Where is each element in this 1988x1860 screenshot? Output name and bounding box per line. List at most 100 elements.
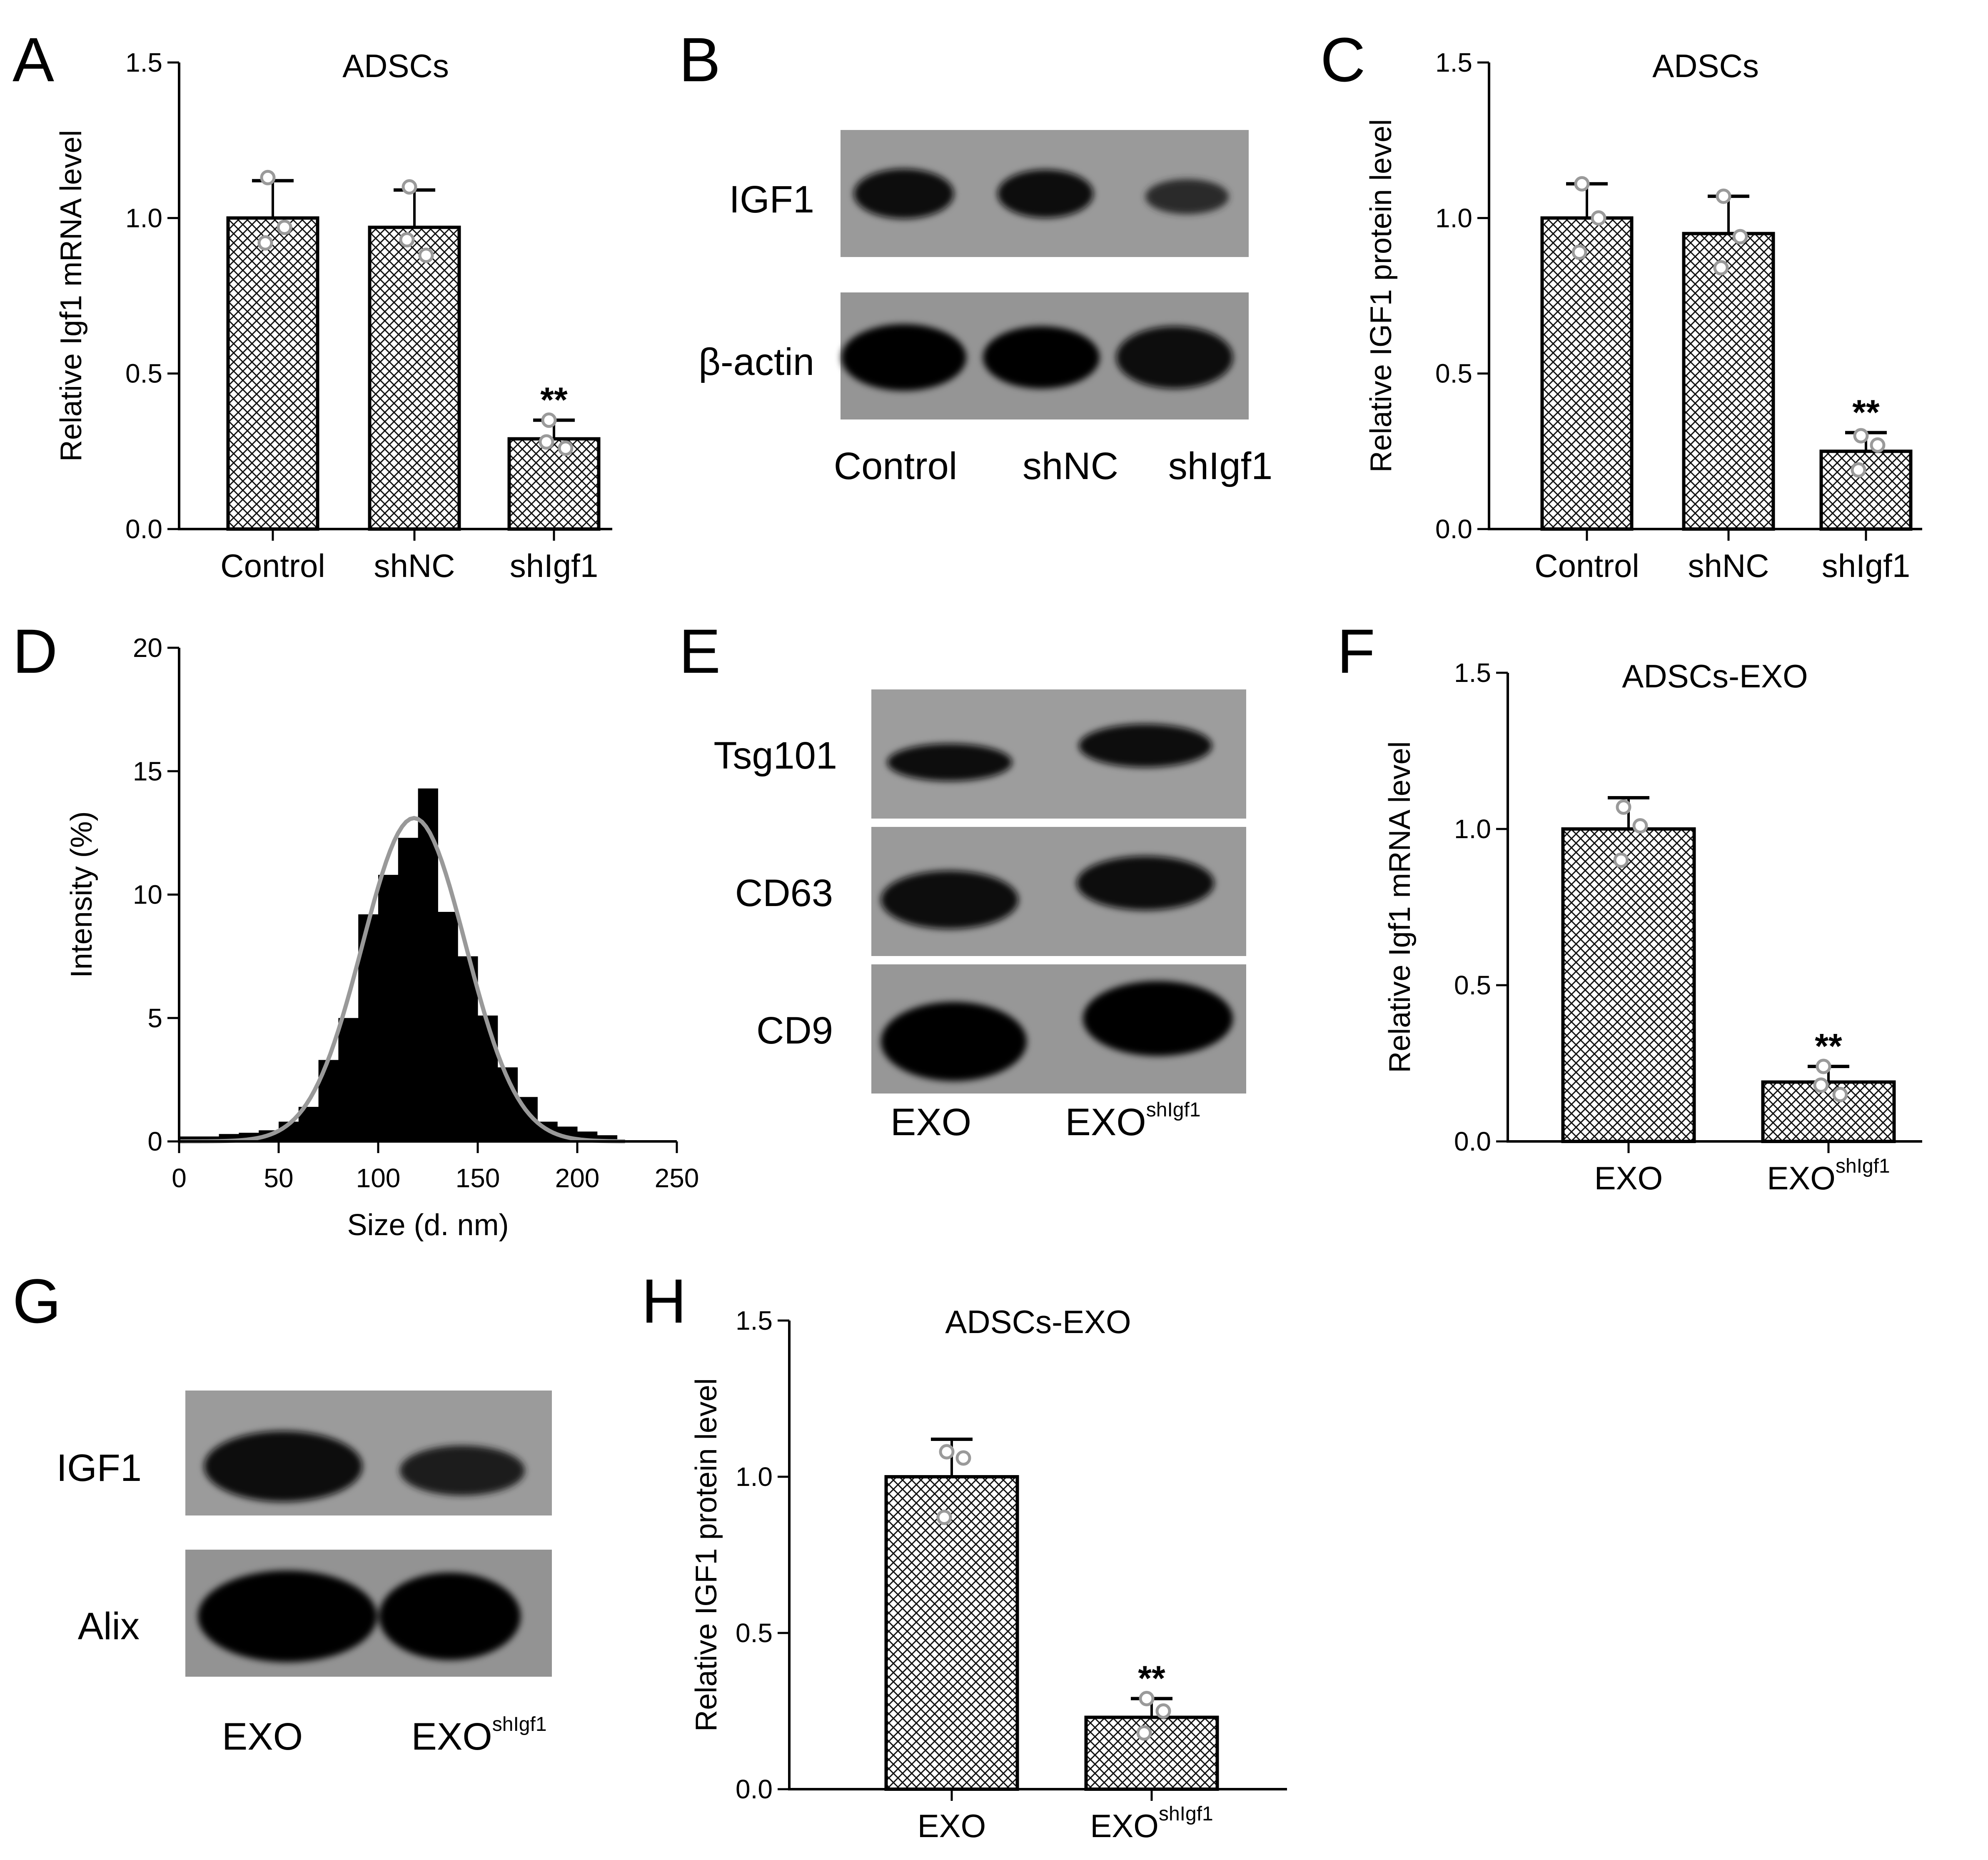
chart-d-fit-curve bbox=[179, 816, 625, 1143]
western-blot-g: IGF1 Alix EXO EXOshIgf1 bbox=[57, 1391, 552, 1758]
chart-h-data-point bbox=[1136, 1725, 1152, 1741]
chart-c-data-point bbox=[1853, 428, 1869, 444]
blot-g-lane-label: EXOshIgf1 bbox=[411, 1713, 546, 1758]
chart-c-y-tick-label: 0.5 bbox=[1435, 359, 1472, 389]
blot-e-row-label: Tsg101 bbox=[713, 734, 837, 777]
chart-a-category-text: Control bbox=[220, 547, 325, 584]
blot-g-band bbox=[400, 1446, 525, 1495]
chart-a-igf1-mrna: 0.0 0.5 1.0 1.5 ADSCs Relative Igf1 mRNA leve… bbox=[55, 47, 612, 584]
chart-a-data-point bbox=[277, 220, 292, 235]
chart-f-y-axis-label: Relative Igf1 mRNA level bbox=[1383, 741, 1417, 1073]
panel-label-g: G bbox=[12, 1266, 61, 1336]
blot-e-row-label: CD9 bbox=[756, 1009, 833, 1052]
panel-label-f: F bbox=[1337, 616, 1375, 686]
chart-c-title: ADSCs bbox=[1652, 47, 1759, 84]
chart-f-category-superscript: shIgf1 bbox=[1836, 1155, 1890, 1177]
chart-c-data-point bbox=[1574, 176, 1590, 192]
chart-h-data-point bbox=[1155, 1703, 1171, 1719]
chart-c-data-point bbox=[1716, 188, 1731, 204]
chart-h-bar bbox=[1084, 1715, 1219, 1791]
chart-a-category-label: shIgf1 bbox=[510, 547, 598, 584]
chart-c-data-point bbox=[1591, 210, 1606, 226]
panel-label-h: H bbox=[641, 1266, 686, 1336]
chart-f-title: ADSCs-EXO bbox=[1622, 658, 1808, 694]
blot-b-lane-label: Control bbox=[834, 445, 958, 487]
chart-d-y-axis-label: Intensity (%) bbox=[65, 811, 98, 978]
chart-d-y-tick-label: 5 bbox=[147, 1003, 162, 1033]
chart-d-y-tick-label: 10 bbox=[133, 880, 162, 910]
chart-a-category-text: shIgf1 bbox=[510, 547, 598, 584]
chart-c-bar bbox=[1540, 216, 1634, 531]
chart-h-y-axis-label: Relative IGF1 protein level bbox=[690, 1378, 723, 1731]
panel-label-e: E bbox=[679, 616, 721, 686]
chart-d-x-axis-label: Size (d. nm) bbox=[347, 1208, 509, 1242]
blot-b-band bbox=[1116, 326, 1233, 389]
chart-a-y-tick-label: 1.0 bbox=[125, 203, 162, 233]
chart-c-data-point bbox=[1713, 260, 1729, 276]
panel-label-c: C bbox=[1320, 25, 1365, 95]
chart-f-data-point bbox=[1816, 1059, 1831, 1074]
chart-f-bar bbox=[1561, 827, 1696, 1143]
chart-h-data-point bbox=[939, 1444, 955, 1460]
chart-h-category-label: EXO bbox=[918, 1808, 986, 1844]
chart-d-x-tick-label: 250 bbox=[655, 1163, 699, 1193]
chart-a-y-tick-label: 1.5 bbox=[125, 47, 162, 77]
chart-a-bar bbox=[507, 437, 601, 531]
chart-f-category-label: EXOshIgf1 bbox=[1767, 1155, 1890, 1196]
chart-a-data-point bbox=[402, 179, 417, 195]
chart-h-category-label: EXOshIgf1 bbox=[1090, 1803, 1213, 1844]
chart-d-x-tick-label: 200 bbox=[555, 1163, 600, 1193]
blot-e-band bbox=[1083, 981, 1233, 1056]
western-blot-e: Tsg101 CD63 CD9 EXO EXOshIgf1 bbox=[713, 689, 1246, 1143]
chart-c-category-label: Control bbox=[1534, 547, 1639, 584]
chart-c-y-tick-label: 0.0 bbox=[1435, 514, 1472, 544]
chart-d-histogram-bar bbox=[398, 838, 419, 1141]
blot-g-band bbox=[204, 1431, 362, 1502]
chart-a-data-point bbox=[418, 247, 434, 263]
chart-h-category-text: EXO bbox=[918, 1808, 986, 1844]
blot-e-row-label: CD63 bbox=[735, 872, 833, 914]
chart-h-data-point bbox=[1139, 1691, 1155, 1706]
chart-d-histogram-bar bbox=[458, 956, 478, 1141]
chart-h-data-point bbox=[955, 1450, 971, 1466]
chart-a-y-tick-label: 0.0 bbox=[125, 514, 162, 544]
chart-d-x-tick-label: 0 bbox=[172, 1163, 187, 1193]
chart-a-bar bbox=[226, 216, 319, 531]
western-blot-b: IGF1 β-actin Control shNC shIgf1 bbox=[698, 130, 1272, 487]
chart-c-data-point bbox=[1571, 244, 1587, 260]
chart-a-significance: ** bbox=[540, 380, 568, 419]
chart-h-y-tick-label: 1.5 bbox=[736, 1306, 773, 1336]
blot-b-lane-label: shNC bbox=[1023, 445, 1118, 487]
chart-h-y-tick-label: 0.0 bbox=[736, 1774, 773, 1804]
chart-a-y-axis-label: Relative Igf1 mRNA level bbox=[55, 130, 88, 462]
blot-g-band bbox=[198, 1570, 377, 1662]
chart-h-category-text: EXO bbox=[1090, 1808, 1159, 1844]
blot-g-band bbox=[379, 1573, 521, 1660]
blot-g-row-label: IGF1 bbox=[57, 1447, 142, 1489]
chart-f-data-point bbox=[1616, 799, 1631, 815]
chart-f-bar bbox=[1761, 1080, 1896, 1143]
chart-a-data-point bbox=[558, 440, 574, 456]
chart-c-y-axis-label: Relative IGF1 protein level bbox=[1364, 119, 1398, 472]
chart-f-data-point bbox=[1832, 1087, 1848, 1102]
chart-d-histogram-bar bbox=[338, 1018, 359, 1141]
chart-a-data-point bbox=[260, 170, 276, 185]
blot-g-lane-label: EXO bbox=[222, 1715, 303, 1758]
chart-a-category-label: shNC bbox=[374, 547, 455, 584]
panel-label-d: D bbox=[12, 616, 57, 686]
chart-f-exo-igf1-mrna: 0.0 0.5 1.0 1.5 ADSCs-EXO Relative Igf1 mRNA … bbox=[1383, 658, 1922, 1196]
chart-f-category-label: EXO bbox=[1594, 1160, 1663, 1196]
blot-e-lane-label: EXO bbox=[890, 1101, 971, 1143]
chart-c-category-text: shNC bbox=[1688, 547, 1769, 584]
chart-f-y-tick-label: 1.5 bbox=[1454, 658, 1491, 688]
chart-d-y-tick-label: 15 bbox=[133, 756, 162, 786]
blot-e-band bbox=[1077, 856, 1214, 910]
chart-f-data-point bbox=[1613, 852, 1629, 868]
panel-label-b: B bbox=[679, 25, 721, 95]
blot-b-row-label: β-actin bbox=[698, 341, 814, 383]
chart-c-data-point bbox=[1732, 229, 1748, 245]
chart-h-y-tick-label: 1.0 bbox=[736, 1462, 773, 1492]
chart-f-category-text: EXO bbox=[1594, 1160, 1663, 1196]
chart-h-y-tick-label: 0.5 bbox=[736, 1618, 773, 1648]
